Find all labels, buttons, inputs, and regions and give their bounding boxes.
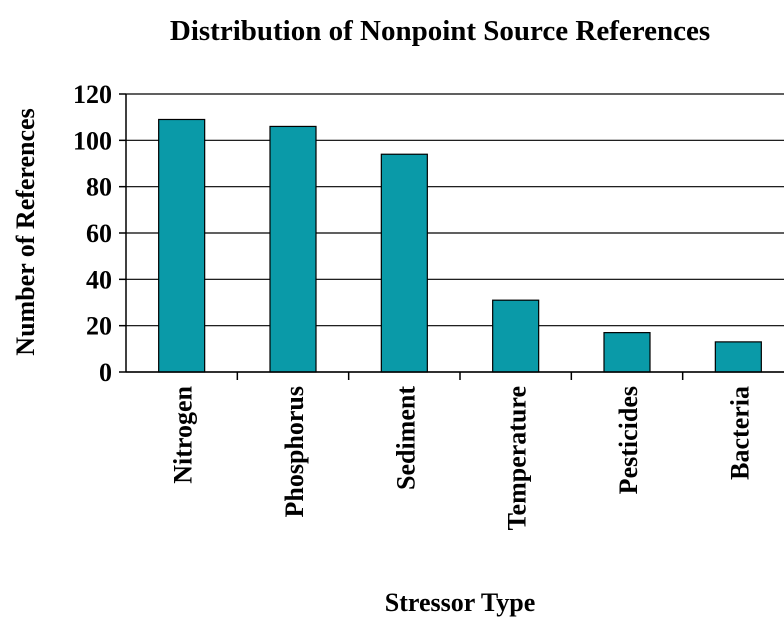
bar	[492, 299, 540, 373]
y-tick-label: 80	[86, 173, 112, 202]
bar	[603, 332, 651, 373]
x-tick-label: Temperature	[503, 386, 532, 530]
y-tick-label: 100	[73, 126, 112, 155]
x-tick-label: Sediment	[391, 386, 420, 490]
y-tick-label: 120	[73, 80, 112, 109]
y-tick-label: 20	[86, 312, 112, 341]
bar	[269, 125, 317, 373]
y-axis-label: Number of References	[11, 108, 40, 355]
y-tick-label: 0	[99, 358, 112, 387]
x-axis-label: Stressor Type	[385, 588, 535, 617]
x-tick-label: Bacteria	[725, 386, 754, 480]
chart-title: Distribution of Nonpoint Source Referenc…	[170, 15, 710, 47]
y-tick-label: 60	[86, 219, 112, 248]
bar	[158, 118, 206, 373]
x-tick-label: Nitrogen	[169, 385, 198, 483]
x-tick-label: Phosphorus	[280, 386, 309, 518]
bar	[714, 341, 762, 373]
bar	[380, 153, 428, 373]
y-tick-label: 40	[86, 265, 112, 294]
x-tick-label: Pesticides	[614, 386, 643, 494]
